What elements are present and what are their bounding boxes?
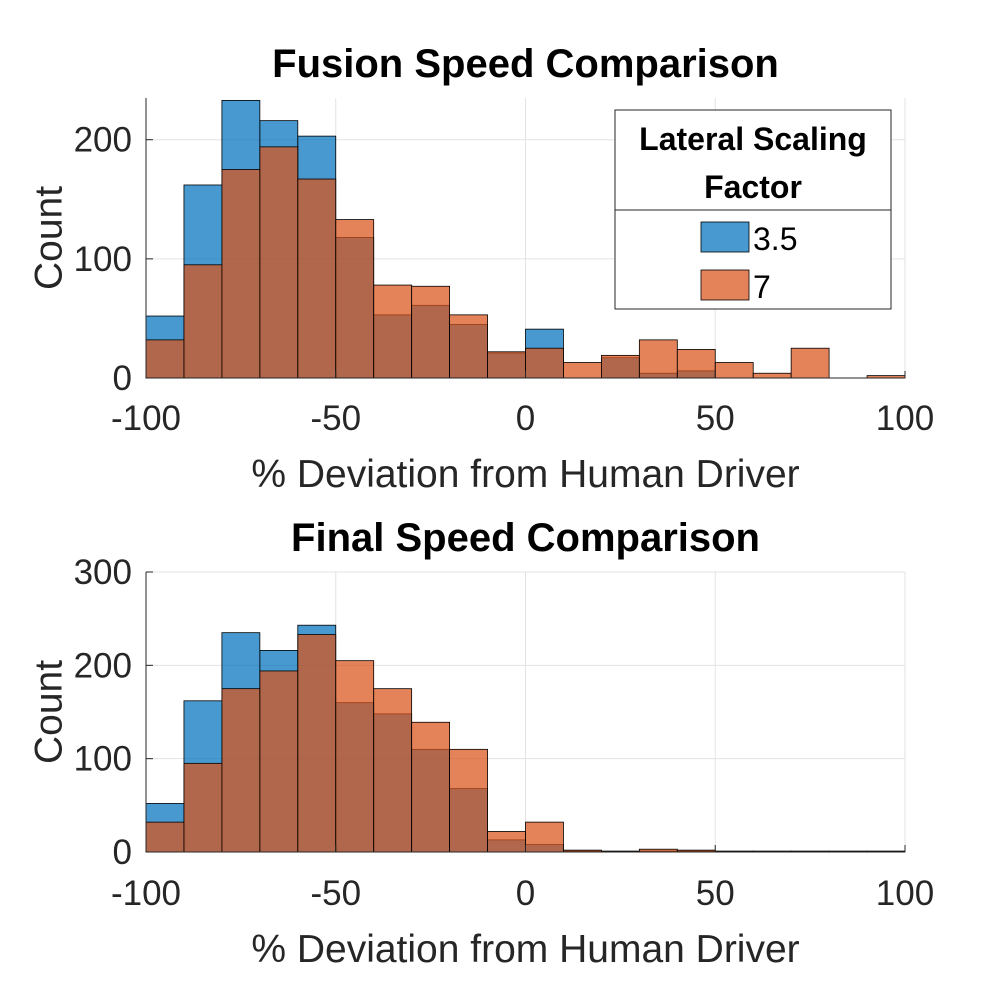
legend-swatch-3-5: [700, 221, 750, 253]
chart-title: Fusion Speed Comparison: [272, 42, 779, 86]
y-axis-label: Count: [28, 660, 71, 764]
histogram-bar: [145, 339, 185, 379]
y-tick-label: 100: [74, 740, 132, 779]
histogram-bar: [183, 762, 223, 853]
histogram-bar: [297, 634, 337, 853]
series-7: [145, 146, 906, 379]
histogram-bar: [335, 219, 375, 379]
x-axis-label: % Deviation from Human Driver: [251, 453, 799, 496]
histogram-bar: [411, 721, 450, 853]
histogram-bar: [259, 146, 299, 379]
legend-title: Lateral Scaling: [639, 121, 867, 157]
legend-title: Factor: [704, 169, 802, 205]
histogram-bar: [601, 354, 640, 379]
y-axis-label: Count: [28, 186, 71, 290]
x-tick-label: -100: [111, 874, 181, 913]
histogram-bar: [676, 349, 716, 379]
x-tick-label: 50: [696, 874, 735, 913]
legend-label: 7: [753, 269, 771, 305]
histogram-bar: [221, 688, 261, 853]
x-tick-label: 100: [876, 874, 934, 913]
x-axis-label: % Deviation from Human Driver: [251, 928, 799, 971]
histogram-bar: [487, 831, 526, 853]
y-tick-label: 200: [74, 121, 132, 160]
histogram-bar: [373, 284, 413, 379]
x-tick-label: -50: [310, 399, 361, 438]
histogram-bar: [411, 285, 450, 379]
histogram-bar: [638, 339, 678, 379]
histogram-bar: [145, 821, 185, 853]
legend-label: 3.5: [753, 221, 797, 257]
x-tick-label: 100: [876, 399, 934, 438]
histogram-bar: [297, 178, 337, 379]
x-tick-label: -100: [111, 399, 181, 438]
histogram-bar: [183, 264, 223, 379]
histogram-bar: [525, 347, 564, 379]
histogram-bar: [525, 821, 564, 853]
histogram-bar: [449, 748, 488, 853]
histogram-bar: [752, 372, 792, 379]
y-tick-label: 100: [74, 240, 132, 279]
y-tick-label: 300: [74, 553, 132, 592]
y-tick-label: 0: [113, 833, 132, 872]
x-tick-label: -50: [310, 874, 361, 913]
histogram-bar: [373, 688, 413, 853]
x-tick-label: 50: [696, 399, 735, 438]
x-tick-label: 0: [516, 399, 535, 438]
histogram-bar: [449, 314, 488, 379]
chart-title: Final Speed Comparison: [291, 516, 760, 560]
subplot-1: -100 -50 0 50 100 0 100 200 Fusion Speed Compari…: [28, 42, 935, 496]
histogram-bar: [259, 670, 299, 853]
histogram-bar: [563, 362, 602, 379]
y-tick-label: 200: [74, 646, 132, 685]
histogram-bar: [335, 660, 375, 853]
histogram-bar: [221, 169, 261, 379]
x-tick-label: 0: [516, 874, 535, 913]
histogram-bar: [790, 347, 830, 379]
legend-swatch-7: [700, 269, 750, 301]
histogram-bar: [714, 362, 754, 379]
subplot-2: -100 -50 0 50 100 0 100 200 300 Final Speed Compa…: [28, 516, 935, 971]
histogram-bar: [487, 351, 526, 379]
legend: Lateral Scaling Factor 3.5 7: [614, 109, 892, 310]
y-tick-label: 0: [113, 359, 132, 398]
